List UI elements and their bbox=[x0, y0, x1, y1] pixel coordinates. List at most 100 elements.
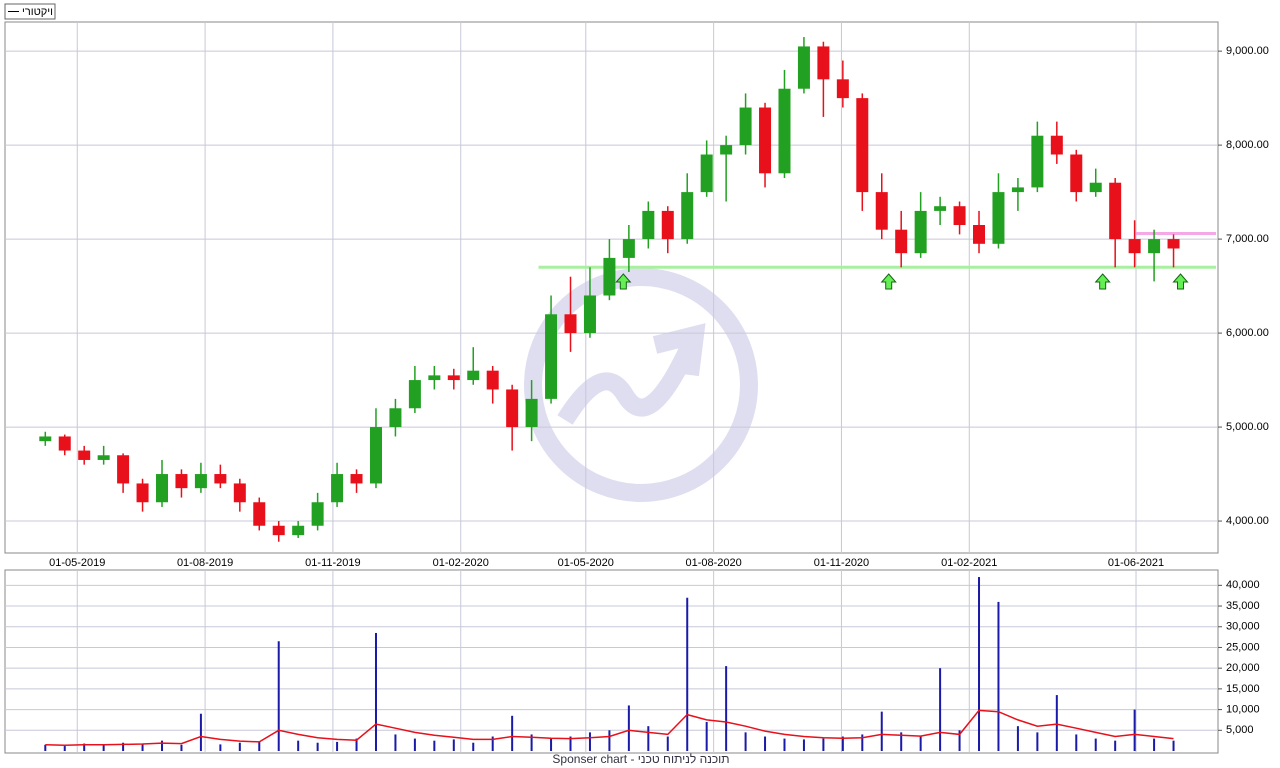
candle-body bbox=[545, 314, 558, 399]
legend-box bbox=[4, 3, 56, 20]
candle-body bbox=[817, 46, 830, 80]
volume-bar bbox=[666, 736, 669, 752]
volume-bar bbox=[569, 736, 572, 752]
candle-body bbox=[389, 408, 402, 428]
candle-body bbox=[39, 436, 52, 442]
candle-body bbox=[1011, 187, 1024, 193]
volume-bar bbox=[608, 730, 611, 752]
candle-body bbox=[681, 192, 694, 240]
volume-bar bbox=[958, 730, 961, 752]
candle-body bbox=[467, 370, 480, 381]
volume-bar bbox=[919, 736, 922, 752]
candle-body bbox=[447, 375, 460, 381]
volume-bar bbox=[550, 738, 553, 752]
volume-bar bbox=[1114, 740, 1117, 752]
y-tick-label: 15,000 bbox=[1226, 683, 1260, 695]
volume-bar bbox=[1133, 709, 1136, 752]
candle-body bbox=[622, 239, 635, 258]
volume-bar bbox=[1094, 738, 1097, 752]
volume-bar bbox=[277, 641, 280, 752]
volume-bar bbox=[102, 744, 105, 752]
candle-body bbox=[1167, 239, 1180, 249]
candle-body bbox=[603, 257, 616, 296]
volume-bar bbox=[394, 734, 397, 752]
y-tick-label: 20,000 bbox=[1226, 662, 1260, 674]
volume-bar bbox=[180, 744, 183, 752]
candle-body bbox=[175, 474, 188, 489]
y-tick-label: 25,000 bbox=[1226, 641, 1260, 653]
candle-body bbox=[369, 427, 382, 484]
candle-body bbox=[739, 107, 752, 146]
y-tick-label: 10,000 bbox=[1226, 703, 1260, 715]
x-tick-label: 01-02-2021 bbox=[941, 557, 997, 569]
volume-bar bbox=[433, 740, 436, 752]
candle-body bbox=[720, 145, 733, 155]
volume-bar bbox=[472, 742, 475, 752]
volume-bar bbox=[199, 713, 202, 752]
candle-body bbox=[78, 450, 91, 460]
y-tick-label: 9,000.00 bbox=[1226, 45, 1269, 57]
volume-bar bbox=[63, 746, 66, 752]
candle-body bbox=[953, 206, 966, 226]
volume-average bbox=[45, 709, 1174, 746]
volume-bar bbox=[44, 744, 47, 752]
volume-bar bbox=[374, 632, 377, 752]
candle-body bbox=[583, 295, 596, 334]
volume-bar bbox=[316, 742, 319, 752]
volume-bar bbox=[413, 738, 416, 752]
volume-bar bbox=[978, 577, 981, 752]
signal-arrow bbox=[880, 273, 897, 290]
volume-bar bbox=[1016, 726, 1019, 752]
y-tick-label: 5,000.00 bbox=[1226, 421, 1269, 433]
x-tick-label: 01-05-2019 bbox=[49, 557, 105, 569]
candle-body bbox=[1128, 239, 1141, 254]
candle-body bbox=[759, 107, 772, 174]
candle-body bbox=[272, 525, 285, 536]
volume-bar bbox=[705, 722, 708, 752]
candle-body bbox=[973, 225, 986, 244]
volume-bar bbox=[861, 734, 864, 752]
volume-bar bbox=[238, 742, 241, 752]
volume-bar bbox=[686, 597, 689, 752]
volume-bar bbox=[1055, 695, 1058, 752]
y-tick-label: 4,000.00 bbox=[1226, 515, 1269, 527]
candle-body bbox=[642, 210, 655, 240]
x-tick-label: 01-02-2020 bbox=[433, 557, 489, 569]
volume-bar bbox=[336, 741, 339, 752]
x-tick-label: 01-11-2019 bbox=[305, 557, 360, 569]
candle-body bbox=[564, 314, 577, 334]
volume-bar bbox=[939, 668, 942, 752]
volume-bar bbox=[452, 739, 455, 752]
volume-bar bbox=[1172, 740, 1175, 752]
volume-bar bbox=[841, 736, 844, 752]
candle-body bbox=[934, 206, 947, 211]
volume-bar bbox=[122, 742, 125, 752]
candle-body bbox=[1070, 154, 1083, 193]
candle-body bbox=[194, 474, 207, 489]
x-tick-label: 01-11-2020 bbox=[814, 557, 869, 569]
candle-body bbox=[661, 210, 674, 240]
volume-bar bbox=[647, 726, 650, 752]
candle-body bbox=[1148, 239, 1161, 254]
candle-body bbox=[136, 483, 149, 503]
y-tick-label: 35,000 bbox=[1226, 600, 1260, 612]
candle-body bbox=[408, 380, 421, 409]
x-tick-label: 01-08-2019 bbox=[177, 557, 233, 569]
candle-body bbox=[914, 210, 927, 254]
volume-bar bbox=[219, 744, 222, 752]
signal-arrow bbox=[1172, 273, 1189, 290]
candle-body bbox=[895, 229, 908, 254]
volume-bar bbox=[1153, 738, 1156, 752]
volume-panel bbox=[4, 569, 1219, 754]
candle-body bbox=[233, 483, 246, 503]
volume-bar bbox=[880, 711, 883, 752]
signal-arrow bbox=[615, 273, 632, 290]
candle-body bbox=[700, 154, 713, 193]
candle-body bbox=[506, 389, 519, 428]
candle-body bbox=[350, 474, 363, 484]
volume-bar bbox=[141, 743, 144, 752]
y-tick-label: 5,000 bbox=[1226, 724, 1254, 736]
volume-bar bbox=[491, 736, 494, 752]
candle-body bbox=[992, 192, 1005, 244]
candle-body bbox=[525, 398, 538, 428]
